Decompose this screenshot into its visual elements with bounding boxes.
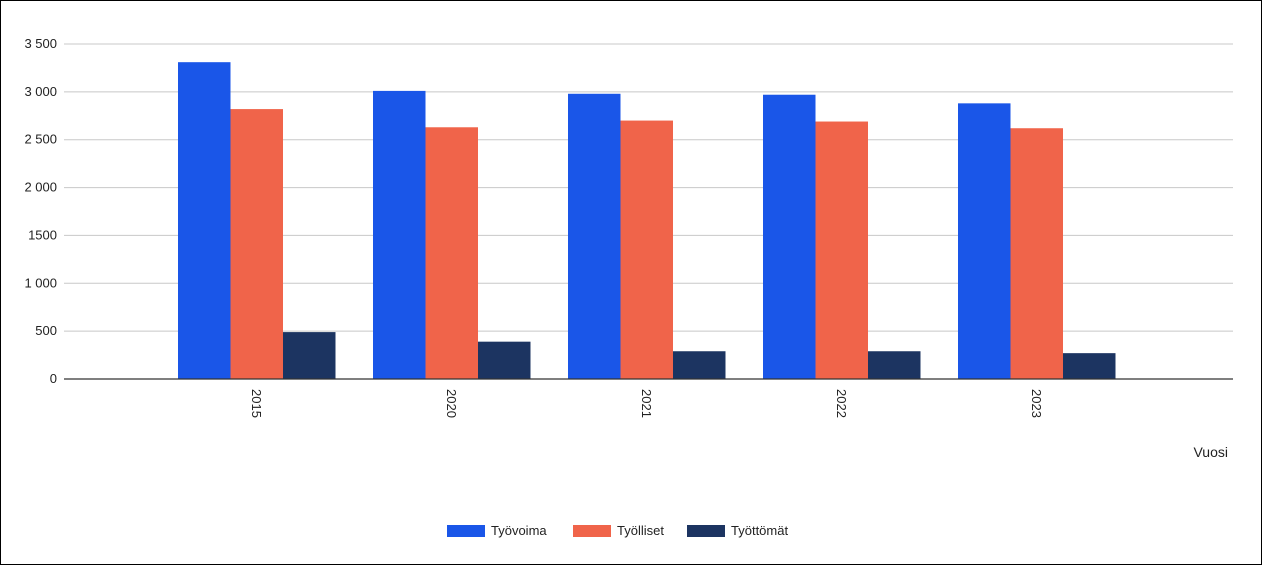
y-tick-label: 2 500 [24, 132, 57, 147]
bar [283, 332, 336, 379]
legend-label: Työttömät [731, 523, 788, 538]
legend: Työvoima Työlliset Työttömät [447, 523, 788, 538]
x-tick-label: 2020 [444, 389, 459, 418]
bar [568, 93, 621, 380]
bar [1063, 353, 1116, 379]
bar [815, 121, 868, 380]
x-tick-label: 2021 [639, 389, 654, 418]
bar [673, 351, 726, 379]
legend-swatch [573, 525, 611, 537]
bar [178, 62, 231, 379]
y-tick-labels: 0 500 1 000 1500 2 000 2 500 3 000 3 500 [24, 36, 57, 386]
legend-label: Työvoima [491, 523, 547, 538]
bars [178, 62, 1116, 380]
x-tick-label: 2023 [1029, 389, 1044, 418]
bar [620, 120, 673, 380]
y-tick-label: 0 [50, 371, 57, 386]
bar [478, 341, 531, 379]
y-tick-label: 2 000 [24, 180, 57, 195]
bar [230, 109, 283, 379]
legend-swatch [687, 525, 725, 537]
y-tick-label: 1500 [28, 227, 57, 242]
bar [373, 90, 426, 380]
legend-swatch [447, 525, 485, 537]
x-tick-label: 2022 [834, 389, 849, 418]
x-tick-labels: 2015 2020 2021 2022 2023 [249, 389, 1044, 418]
legend-label: Työlliset [617, 523, 664, 538]
bar [763, 94, 816, 379]
bar [425, 127, 478, 380]
y-tick-label: 3 500 [24, 36, 57, 51]
bar [1010, 128, 1063, 379]
x-axis-label: Vuosi [1193, 444, 1228, 460]
x-tick-label: 2015 [249, 389, 264, 418]
bar [868, 351, 921, 379]
bar [958, 103, 1011, 379]
y-tick-label: 3 000 [24, 84, 57, 99]
y-tick-label: 1 000 [24, 275, 57, 290]
y-tick-label: 500 [35, 323, 57, 338]
